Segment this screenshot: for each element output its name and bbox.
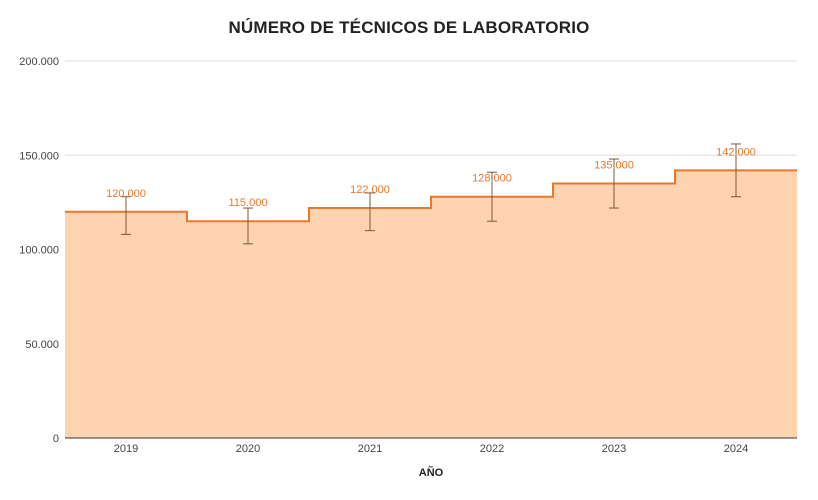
data-label: 115.000 (229, 197, 268, 209)
series-area (65, 170, 797, 438)
data-labels: 120.000 115.000 122.000 128.000 135.000 142.0… (106, 146, 756, 209)
data-label: 135.000 (594, 160, 634, 172)
x-axis-title: AÑO (419, 466, 444, 479)
data-label: 128.000 (472, 173, 512, 185)
y-tick-label: 150.000 (19, 150, 59, 162)
y-tick-label: 0 (53, 433, 59, 445)
error-bars (121, 143, 741, 245)
area-layer (65, 169, 797, 438)
y-tick-label: 50.000 (25, 339, 59, 351)
x-tick-label: 2020 (236, 443, 260, 455)
y-tick-label: 200.000 (19, 56, 59, 68)
x-tick-label: 2021 (358, 443, 382, 455)
axes: 0 50.000 100.000 150.000 200.000 2019 2020 2021… (19, 56, 797, 455)
x-tick-label: 2019 (114, 443, 138, 455)
x-tick-label: 2023 (602, 443, 626, 455)
series-line (65, 169, 797, 223)
data-label: 120.000 (106, 188, 146, 200)
x-tick-label: 2022 (480, 443, 504, 455)
data-label: 142.000 (716, 146, 756, 158)
chart-title: NÚMERO DE TÉCNICOS DE LABORATORIO (228, 18, 590, 37)
data-label: 122.000 (350, 184, 390, 196)
y-tick-label: 100.000 (19, 245, 59, 257)
x-tick-label: 2024 (724, 443, 748, 455)
